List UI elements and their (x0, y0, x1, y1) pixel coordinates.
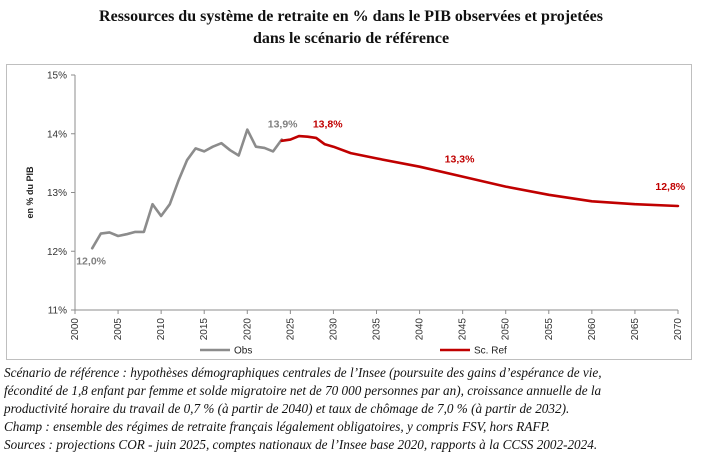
x-tick-label: 2015 (199, 318, 210, 341)
legend-label: Obs (234, 346, 252, 357)
data-label: 13,8% (313, 119, 343, 131)
x-tick-label: 2005 (113, 318, 124, 341)
series-line-obs (90, 128, 284, 250)
note-line: Sources : projections COR - juin 2025, c… (4, 437, 598, 452)
y-axis-label: en % du PIB (25, 166, 35, 219)
chart-axes: 11% 12% 13% 14% 15% 2000 2005 2010 2015 2020 2025 2… (25, 71, 684, 341)
chart-series (90, 128, 680, 250)
x-tick-label: 2060 (587, 318, 598, 341)
x-tick-label: 2035 (372, 318, 383, 341)
chart-notes: Scénario de référence : hypothèses démog… (4, 364, 700, 454)
x-tick-label: 2025 (285, 318, 296, 341)
legend-label: Sc. Ref (474, 346, 507, 357)
chart-legend: Obs Sc. Ref (200, 346, 507, 357)
note-line: Scénario de référence : hypothèses démog… (4, 365, 602, 380)
x-tick-label: 2045 (458, 318, 469, 341)
note-line: fécondité de 1,8 enfant par femme et sol… (4, 383, 602, 398)
x-tick-label: 2040 (415, 318, 426, 341)
chart-title-line1: Ressources du système de retraite en % d… (99, 8, 603, 25)
y-tick-label: 15% (47, 71, 67, 82)
x-tick-label: 2020 (242, 318, 253, 341)
chart-svg: 11% 12% 13% 14% 15% 2000 2005 2010 2015 2020 2025 2… (25, 71, 686, 357)
series-line-sc-ref (280, 134, 680, 208)
x-tick-label: 2050 (501, 318, 512, 341)
y-tick-label: 12% (47, 247, 67, 258)
x-tick-label: 2010 (156, 318, 167, 341)
data-label: 13,3% (445, 154, 475, 166)
chart-data-labels: 12,0% 13,9% 13,8% 13,3% 12,8% (76, 119, 686, 268)
data-label: 12,8% (655, 181, 685, 193)
x-tick-label: 2055 (544, 318, 555, 341)
x-tick-label: 2065 (630, 318, 641, 341)
y-tick-label: 13% (47, 188, 67, 199)
chart-title: Ressources du système de retraite en % d… (0, 6, 702, 50)
y-tick-label: 11% (48, 306, 67, 317)
x-tick-label: 2070 (673, 318, 684, 341)
x-tick-label: 2030 (328, 318, 339, 341)
note-line: productivité horaire du travail de 0,7 %… (4, 401, 570, 416)
chart-title-line2: dans le scénario de référence (252, 30, 450, 47)
data-label: 13,9% (268, 119, 298, 131)
x-tick-label: 2000 (70, 318, 81, 341)
chart-frame (6, 64, 692, 360)
data-label: 12,0% (76, 255, 106, 267)
note-line: Champ : ensemble des régimes de retraite… (4, 419, 551, 434)
y-tick-label: 14% (47, 129, 67, 140)
